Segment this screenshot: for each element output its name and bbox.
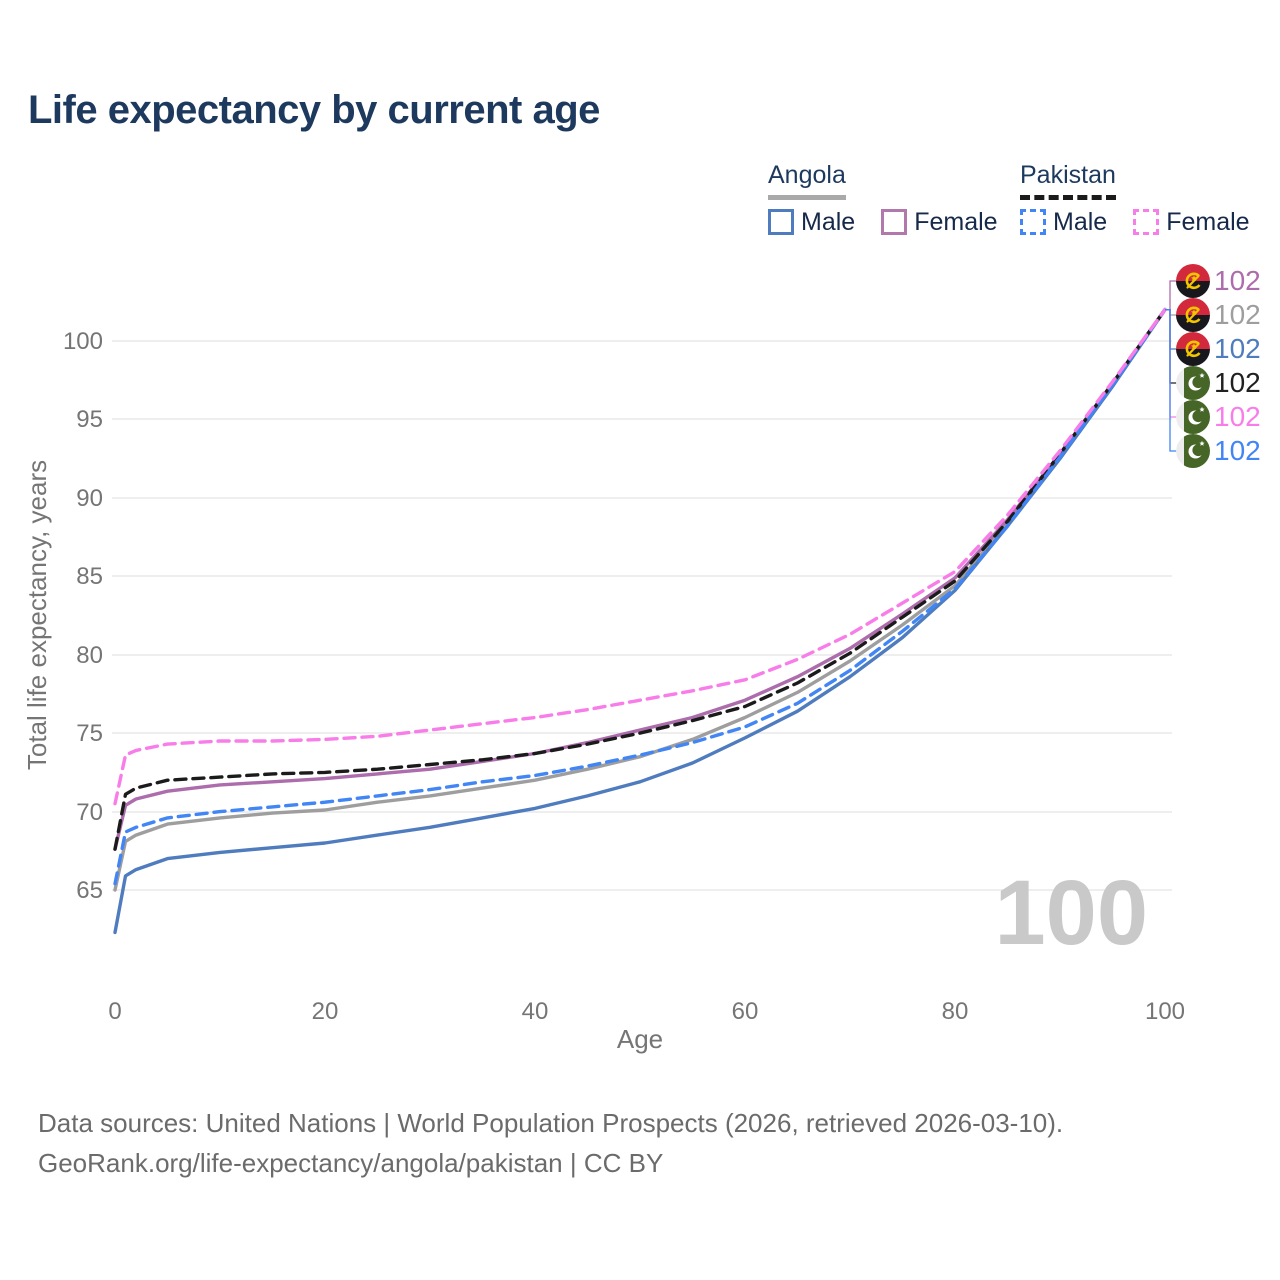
series-layer [113,307,1167,935]
angola-female-swatch-icon [881,209,908,235]
end-label-value-angola_male: 102 [1214,333,1261,364]
legend-group-angola: Angola Male Female [768,161,998,237]
x-tick: 40 [522,998,549,1025]
angola-flag-icon [1176,332,1210,366]
legend-label: Female [914,207,998,236]
end-label-value-angola_female: 102 [1214,265,1261,296]
y-tick: 90 [76,485,103,512]
pakistan-flag-icon [1176,366,1210,400]
legend-group-pakistan: Pakistan Male Female [1020,161,1250,237]
chart-legend: Angola Male Female Pakistan Male Female [0,0,1280,236]
y-axis-title: Total life expectancy, years [22,460,52,770]
legend-item-pakistan-female[interactable]: Female [1133,207,1250,237]
end-label-connector [1165,308,1177,452]
y-tick: 80 [76,642,103,669]
end-label-connector [1165,280,1177,311]
pakistan-female-swatch-icon [1133,209,1160,235]
end-label-value-pakistan_male: 102 [1214,435,1261,466]
page-title: Life expectancy by current age [28,88,600,132]
end-label-connector [1165,308,1177,384]
legend-item-angola-male[interactable]: Male [768,208,855,237]
series-line-angola_female [113,307,1167,851]
pakistan-male-swatch-icon [1020,209,1046,235]
series-line-pakistan_female [113,307,1167,806]
x-tick: 20 [312,998,339,1025]
data-sources-line: Data sources: United Nations | World Pop… [38,1108,1064,1138]
end-label-value-pakistan_female: 102 [1214,401,1261,432]
angola-flag-icon [1176,298,1210,332]
end-label-value-pakistan_both: 102 [1214,367,1261,398]
end-label-value-angola_both: 102 [1214,299,1261,330]
series-line-angola_male [113,307,1167,935]
x-axis-title: Age [617,1024,663,1054]
x-tick: 100 [1145,998,1185,1025]
angola-flag-icon [1176,264,1210,298]
y-tick: 100 [63,328,103,355]
y-tick: 95 [76,406,103,433]
end-label-connector [1165,308,1177,316]
y-axis-ticks: 100 95 90 85 80 75 70 65 [63,328,103,904]
series-line-pakistan_both [113,307,1167,851]
legend-item-angola-female[interactable]: Female [881,207,998,237]
angola-male-swatch-icon [768,209,794,235]
legend-label: Male [801,207,856,236]
y-tick: 75 [76,720,103,747]
legend-label: Male [1053,207,1108,236]
x-tick: 80 [942,998,969,1025]
legend-header-angola: Angola [768,161,846,200]
y-tick: 65 [76,877,103,904]
x-tick: 60 [732,998,759,1025]
y-tick: 70 [76,799,103,826]
x-axis-ticks: 0 20 40 60 80 100 [108,998,1185,1025]
series-line-pakistan_male [113,307,1167,886]
legend-header-pakistan: Pakistan [1020,161,1116,200]
legend-label: Female [1166,207,1250,236]
x-tick: 0 [108,998,121,1025]
age-counter-watermark: 100 [995,862,1149,964]
series-line-angola_both [113,307,1167,892]
legend-item-pakistan-male[interactable]: Male [1020,208,1107,237]
attribution-line: GeoRank.org/life-expectancy/angola/pakis… [38,1148,664,1178]
pakistan-flag-icon [1176,434,1210,468]
pakistan-flag-icon [1176,400,1210,434]
y-tick: 85 [76,563,103,590]
end-label-connector [1165,308,1177,418]
